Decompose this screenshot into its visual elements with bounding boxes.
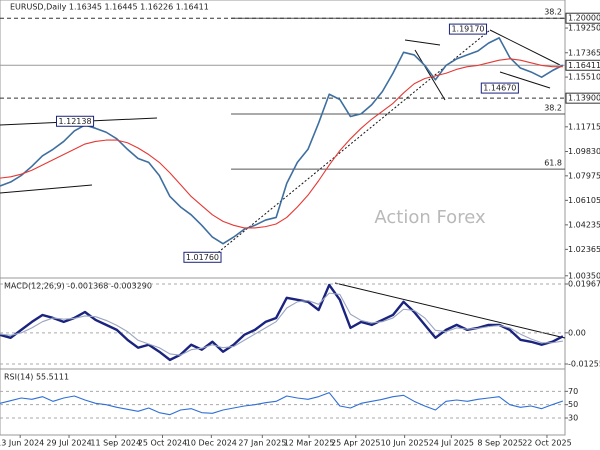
series-line: [0, 392, 564, 416]
trendline: [404, 39, 441, 46]
plot-frame: [0, 0, 566, 436]
x-tick-label: 8 Sep 2025: [477, 439, 523, 448]
y-tick-label: -0.012552: [568, 359, 600, 368]
series-line: [0, 37, 564, 245]
y-tick-label: 50: [568, 400, 578, 409]
label-text: 1.12138: [58, 117, 91, 126]
x-tick-label: 29 Jul 2024: [46, 439, 91, 448]
trendline: [499, 71, 551, 89]
label-text: 1.20000: [568, 14, 600, 23]
label-box: [448, 23, 488, 35]
x-tick-label: 22 Oct 2025: [522, 439, 571, 448]
series-line: [0, 292, 563, 356]
trendline: [489, 29, 561, 66]
series-line: [0, 58, 563, 229]
panel-title: MACD(12,26,9) -0.001368 -0.003290: [4, 282, 152, 291]
fib-label: 38.2: [544, 104, 562, 113]
x-tick-label: 11 Sep 2024: [90, 439, 141, 448]
label-text: 1.13900: [568, 94, 600, 103]
label-box: [565, 59, 600, 71]
trendline: [0, 184, 93, 194]
x-tick-label: 25 Apr 2025: [331, 439, 380, 448]
x-tick-label: 12 Mar 2025: [284, 439, 335, 448]
label-text: 1.19170: [451, 25, 484, 34]
trendline: [414, 49, 446, 101]
x-tick-label: 13 Jun 2024: [0, 439, 44, 448]
y-tick-label: 1.11715: [568, 122, 600, 131]
label-text: 1.01760: [186, 253, 219, 262]
panel-title: RSI(14) 55.5111: [4, 373, 69, 382]
y-tick-label: 0.019679: [568, 279, 600, 288]
y-tick-label: 30: [568, 414, 578, 423]
x-tick-label: 27 Jan 2025: [238, 439, 286, 448]
y-tick-label: 1.09830: [568, 147, 600, 156]
y-tick-label: 1.17365: [568, 48, 600, 57]
fib-label: 38.2: [544, 8, 562, 17]
y-tick-label: 1.15510: [568, 73, 600, 82]
watermark: Action Forex: [374, 207, 486, 228]
y-tick-label: 0.00: [568, 328, 586, 337]
fib-label: 61.8: [544, 159, 562, 168]
label-box: [565, 12, 600, 24]
y-tick-label: 1.07975: [568, 171, 600, 180]
y-tick-label: 70: [568, 387, 578, 396]
label-box: [565, 92, 600, 104]
label-text: 1.16411: [568, 61, 600, 70]
x-tick-label: 25 Oct 2024: [138, 439, 187, 448]
label-box: [55, 115, 95, 127]
y-tick-label: 1.00350: [568, 271, 600, 280]
y-tick-label: 1.04235: [568, 220, 600, 229]
label-text: 1.14670: [483, 84, 516, 93]
y-tick-label: 1.02365: [568, 245, 600, 254]
x-tick-label: 24 Jul 2025: [429, 439, 474, 448]
x-tick-label: 10 Jun 2025: [381, 439, 429, 448]
trendline: [334, 282, 566, 339]
label-box: [480, 82, 519, 94]
chart-title: EURUSD,Daily 1.16345 1.16445 1.16226 1.1…: [10, 3, 209, 12]
y-tick-label: 1.19250: [568, 24, 600, 33]
label-box: [183, 251, 222, 263]
y-tick-label: 1.06105: [568, 196, 600, 205]
x-tick-label: 10 Dec 2024: [186, 439, 237, 448]
